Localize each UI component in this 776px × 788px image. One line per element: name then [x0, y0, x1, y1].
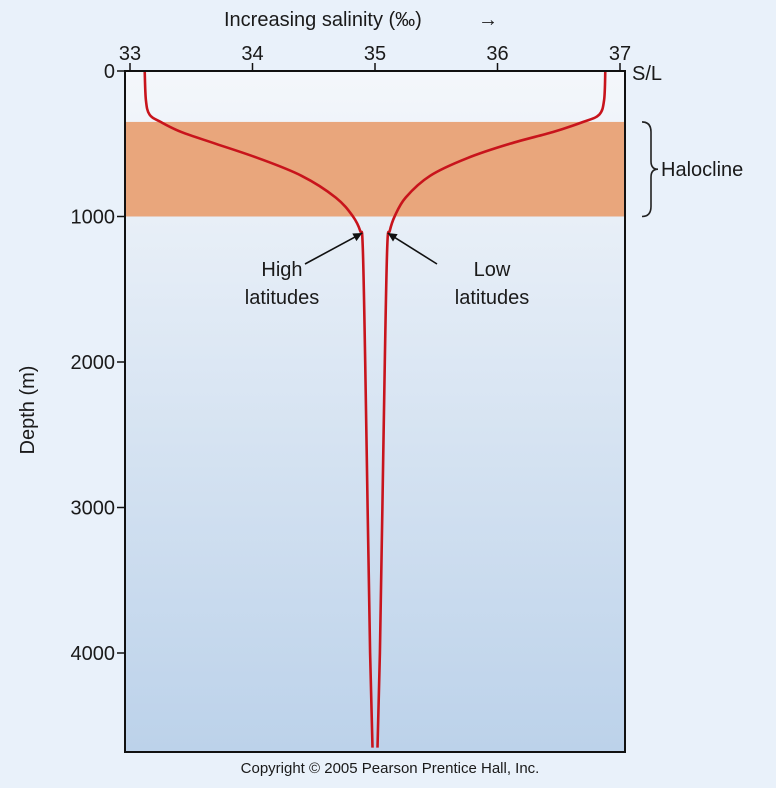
annotation-arrow-line — [304, 232, 363, 265]
annotations: High latitudes Low latitudes — [245, 232, 530, 309]
copyright-text: Copyright © 2005 Pearson Prentice Hall, … — [241, 760, 540, 777]
x-tick-label: 35 — [364, 43, 386, 65]
x-axis-title: Increasing salinity (‰) — [224, 9, 422, 31]
y-axis-ticks: 0 1000 2000 3000 4000 — [71, 61, 125, 665]
x-tick-label: 36 — [486, 43, 508, 65]
y-tick-label: 3000 — [71, 498, 116, 520]
salinity-line-2 — [376, 70, 607, 748]
plot-area — [124, 70, 626, 753]
halocline-label: Halocline — [661, 159, 743, 181]
halocline-brace — [641, 121, 659, 218]
annotation-label: latitudes — [245, 287, 320, 309]
y-tick-label: 1000 — [71, 207, 116, 229]
x-axis-unit-label: S/L — [632, 63, 662, 85]
x-tick-label: 37 — [609, 43, 631, 65]
halocline-band — [125, 121, 625, 217]
halocline-bracket: Halocline — [641, 121, 743, 218]
annotation-arrow-line — [387, 232, 438, 265]
annotation-arrow-head — [387, 233, 398, 242]
y-tick-label: 4000 — [71, 643, 116, 665]
x-tick-label: 34 — [241, 43, 263, 65]
y-axis-title: Depth (m) — [17, 366, 39, 455]
salinity-line-1 — [143, 70, 374, 748]
y-tick-label: 0 — [104, 61, 115, 83]
x-tick-label: 33 — [119, 43, 141, 65]
annotation-label: Low — [474, 259, 511, 281]
annotation-label: High — [261, 259, 302, 281]
annotation-label: latitudes — [455, 287, 530, 309]
series-layer — [143, 70, 607, 748]
y-tick-label: 2000 — [71, 352, 116, 374]
annotation-arrow-head — [352, 233, 363, 242]
x-axis-ticks: 33 34 35 36 37 — [119, 43, 631, 71]
x-axis-arrow: → — [478, 9, 498, 31]
